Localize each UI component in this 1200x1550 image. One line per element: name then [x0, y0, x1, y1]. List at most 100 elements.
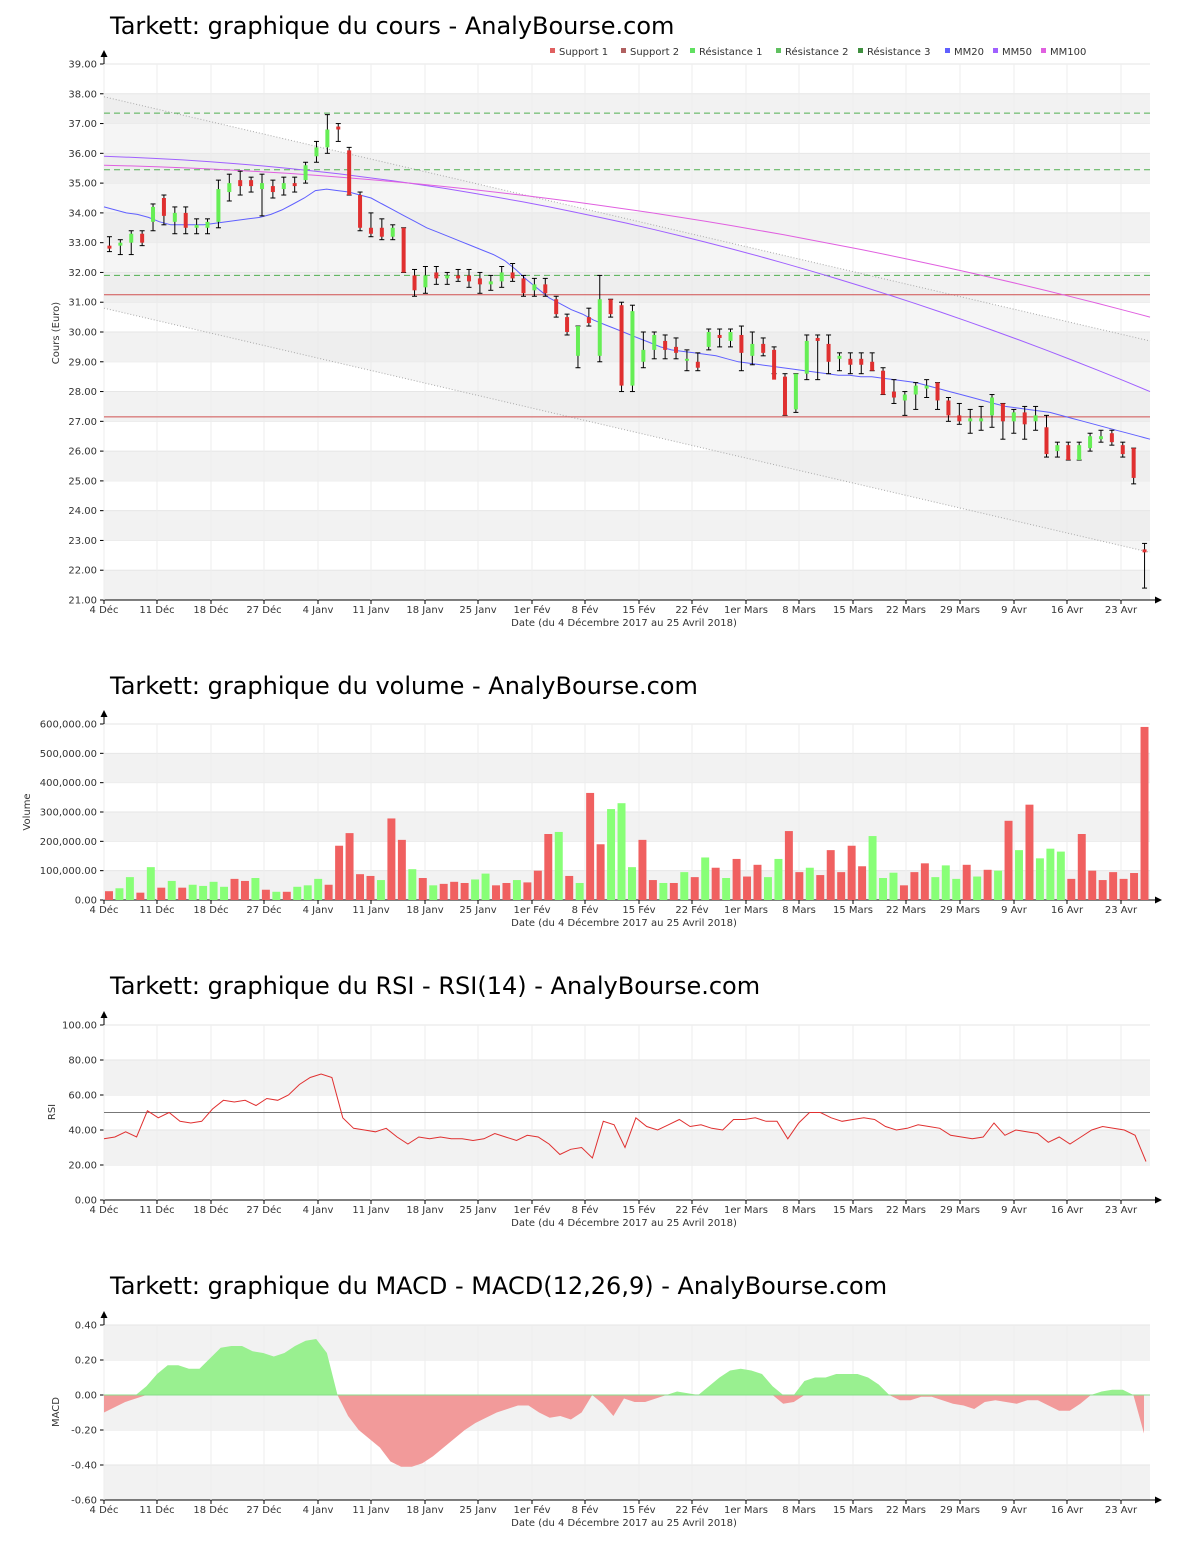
- x-tick-label: 11 Déc: [139, 1504, 174, 1516]
- candle-body: [935, 382, 940, 401]
- volume-bar: [879, 878, 887, 900]
- candle-body: [924, 385, 929, 389]
- x-tick-label: 25 Janv: [459, 1205, 496, 1216]
- x-tick-label: 27 Déc: [246, 1504, 281, 1516]
- y-tick-label: 28.00: [68, 387, 97, 398]
- y-tick-label: 400,000.00: [40, 778, 97, 789]
- x-tick-label: 22 Mars: [886, 605, 926, 616]
- macd-chart-xlabel: Date (du 4 Décembre 2017 au 25 Avril 201…: [511, 1517, 737, 1529]
- volume-bar: [439, 883, 448, 900]
- macd-positive-area: [104, 1339, 1144, 1395]
- macd-chart: Tarkett: graphique du MACD - MACD(12,26,…: [51, 1272, 1162, 1529]
- candle-body: [401, 227, 406, 273]
- candle-body: [1077, 445, 1082, 461]
- candle-body: [804, 340, 809, 374]
- volume-bar: [136, 892, 145, 900]
- x-tick-label: 18 Déc: [193, 1504, 228, 1516]
- volume-bar: [962, 864, 971, 900]
- x-tick-label: 18 Déc: [193, 904, 228, 916]
- volume-bar: [837, 872, 846, 900]
- x-tick-label: 1er Mars: [724, 1205, 768, 1216]
- volume-bar: [701, 857, 710, 900]
- y-tick-label: 29.00: [68, 357, 97, 368]
- x-tick-label: 29 Mars: [940, 605, 980, 616]
- x-tick-label: 27 Déc: [246, 904, 281, 916]
- candle-body: [336, 126, 341, 130]
- rsi-chart: Tarkett: graphique du RSI - RSI(14) - An…: [47, 972, 1162, 1229]
- x-tick-label: 29 Mars: [940, 905, 980, 916]
- volume-bar: [795, 872, 804, 900]
- y-tick-label: 0.00: [75, 1196, 97, 1207]
- x-tick-label: 15 Fév: [622, 904, 655, 916]
- volume-bar: [816, 875, 825, 900]
- x-tick-label: 4 Déc: [90, 904, 119, 916]
- volume-bar: [1098, 880, 1107, 900]
- y-tick-label: 39.00: [68, 60, 97, 71]
- x-tick-label: 15 Fév: [622, 1504, 655, 1516]
- candle-body: [891, 391, 896, 398]
- candle-body: [129, 233, 134, 243]
- y-tick-label: 31.00: [68, 298, 97, 309]
- volume-bar: [1130, 873, 1139, 900]
- candle-body: [118, 242, 123, 246]
- volume-bar: [941, 865, 950, 900]
- y-axis-arrow: [100, 710, 108, 717]
- candle-body: [608, 299, 613, 315]
- candle-body: [575, 326, 580, 356]
- legend-swatch: [945, 48, 950, 53]
- y-tick-label: 80.00: [68, 1056, 97, 1067]
- y-tick-label: 0.40: [75, 1321, 97, 1332]
- candle-body: [1055, 445, 1060, 452]
- volume-bar: [1015, 850, 1023, 900]
- volume-bar: [1109, 872, 1118, 900]
- volume-bar: [167, 880, 176, 900]
- candle-body: [957, 415, 962, 422]
- candle-body: [1000, 403, 1005, 422]
- chart-band: [104, 870, 1150, 900]
- volume-bar: [115, 888, 124, 900]
- candle-body: [837, 355, 842, 359]
- y-tick-label: 30.00: [68, 328, 97, 339]
- chart-band: [104, 1325, 1150, 1360]
- chart-band: [104, 93, 1150, 124]
- volume-bar: [722, 878, 731, 900]
- x-tick-label: 27 Déc: [246, 1204, 281, 1216]
- volume-bar: [596, 844, 605, 900]
- candle-body: [488, 281, 493, 285]
- volume-bar: [471, 879, 480, 900]
- volume-bar: [1077, 834, 1086, 900]
- candle-body: [499, 272, 504, 282]
- volume-bar: [648, 880, 657, 900]
- volume-bar: [230, 878, 239, 900]
- y-axis-arrow: [100, 1311, 108, 1318]
- price-chart-ylabel: Cours (Euro): [51, 302, 62, 365]
- x-tick-label: 9 Avr: [1001, 905, 1028, 916]
- volume-bar: [209, 881, 218, 900]
- y-tick-label: 21.00: [68, 596, 97, 607]
- volume-bar: [868, 836, 877, 900]
- x-tick-label: 22 Mars: [886, 1505, 926, 1516]
- price-chart-title: Tarkett: graphique du cours - AnalyBours…: [109, 12, 674, 40]
- volume-bar: [157, 887, 166, 900]
- volume-bar: [899, 885, 908, 900]
- x-tick-label: 8 Fév: [572, 1204, 599, 1216]
- volume-bar: [1004, 820, 1013, 900]
- candle-body: [586, 317, 591, 324]
- volume-bar: [397, 839, 406, 900]
- x-tick-label: 11 Déc: [139, 904, 174, 916]
- x-axis-arrow: [1155, 1496, 1162, 1504]
- candle-body: [325, 129, 330, 148]
- volume-bar: [1035, 858, 1044, 900]
- volume-bar: [659, 882, 668, 900]
- x-tick-label: 15 Fév: [622, 604, 655, 616]
- candle-body: [619, 305, 624, 386]
- chart-band: [104, 812, 1150, 842]
- x-tick-label: 27 Déc: [246, 604, 281, 616]
- x-tick-label: 23 Avr: [1105, 1505, 1138, 1516]
- x-tick-label: 15 Mars: [833, 905, 873, 916]
- candle-body: [205, 221, 210, 228]
- x-tick-label: 23 Avr: [1105, 605, 1138, 616]
- x-tick-label: 16 Avr: [1051, 1205, 1084, 1216]
- legend-label: Résistance 2: [785, 46, 848, 58]
- candle-body: [281, 183, 286, 190]
